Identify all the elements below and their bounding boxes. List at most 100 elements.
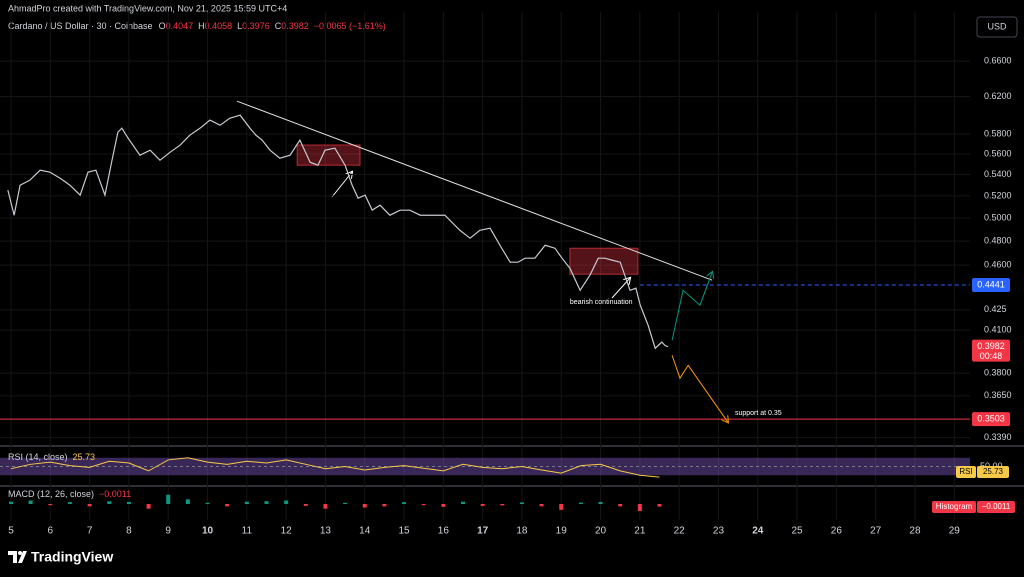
brand: TradingView <box>31 549 113 565</box>
currency[interactable]: USD <box>987 21 1007 31</box>
rsi-tick-label: 50.00 <box>980 461 1003 471</box>
histogram-bar <box>87 504 92 507</box>
y-tick-label: 0.3800 <box>984 367 1012 377</box>
x-tick-label: 17 <box>477 526 489 537</box>
y-tick-label: 0.3390 <box>984 432 1012 442</box>
x-tick-label: 6 <box>48 526 54 537</box>
x-tick-label: 7 <box>87 526 93 537</box>
x-tick-label: 26 <box>831 526 843 537</box>
x-tick-label: 20 <box>595 526 607 537</box>
symbol: Cardano / US Dollar · 30 · Coinbase <box>8 21 153 31</box>
rsi-line <box>10 457 660 478</box>
histogram-bar <box>166 494 171 504</box>
x-tick-label: 14 <box>359 526 371 537</box>
rsi-value-label: 25.73 <box>983 467 1004 476</box>
y-tick-label: 0.4600 <box>984 260 1012 270</box>
histogram-badge-label: Histogram <box>936 502 973 511</box>
x-tick-label: 27 <box>870 526 882 537</box>
ohlc-value: 0.3982 <box>281 21 309 31</box>
x-tick-label: 12 <box>281 526 293 537</box>
price-level-badge <box>972 278 1010 293</box>
histogram-bar <box>382 504 387 507</box>
ohlc-label: L <box>237 21 242 31</box>
macd-legend: MACD (12, 26, close) −0.0011 <box>8 489 131 499</box>
rsi-value: 25.73 <box>73 452 96 462</box>
ohlc-label: O <box>159 21 166 31</box>
trendline <box>236 100 713 281</box>
histogram-bar <box>362 504 367 508</box>
price-level-label: 0.4441 <box>977 279 1005 289</box>
histogram-bar <box>578 502 583 504</box>
y-tick-label: 0.425 <box>984 304 1007 314</box>
x-tick-label: 25 <box>792 526 804 537</box>
histogram-bar <box>107 501 112 504</box>
ohlc-label: C <box>275 21 282 31</box>
rsi-badge <box>956 466 976 478</box>
y-tick-label: 0.5800 <box>984 129 1012 139</box>
x-tick-label: 10 <box>202 526 214 537</box>
histogram-bar <box>480 504 485 506</box>
y-tick-label: 0.4800 <box>984 235 1012 245</box>
last-price-label: 0.3982 <box>977 341 1005 351</box>
change: −0.0065 (−1.61%) <box>314 21 386 31</box>
zone <box>569 247 639 275</box>
x-tick-label: 8 <box>126 526 132 537</box>
y-tick-label: 0.3650 <box>984 390 1012 400</box>
histogram-bar <box>48 504 53 506</box>
rsi-value-badge <box>977 466 1009 478</box>
histogram-bar <box>637 504 642 511</box>
x-tick-label: 13 <box>320 526 332 537</box>
countdown: 00:48 <box>980 351 1003 361</box>
rsi-title: RSI (14, close) <box>8 452 68 462</box>
histogram-bar <box>519 502 524 504</box>
histogram-bar <box>500 504 505 506</box>
y-tick-label: 0.5600 <box>984 148 1012 158</box>
x-tick-label: 18 <box>516 526 528 537</box>
y-tick-label: 0.5400 <box>984 169 1012 179</box>
last-price-badge <box>972 339 1010 362</box>
x-tick-label: 15 <box>398 526 410 537</box>
histogram-bar <box>126 501 131 504</box>
annotation: bearish continuation <box>570 299 633 306</box>
ohlc-value: 0.4047 <box>166 21 194 31</box>
x-tick-label: 22 <box>674 526 686 537</box>
histogram-bar <box>146 504 151 509</box>
histogram-badge <box>932 501 976 513</box>
x-tick-label: 16 <box>438 526 450 537</box>
histogram-bar <box>303 504 308 506</box>
y-tick-label: 0.4100 <box>984 325 1012 335</box>
attribution: AhmadPro created with TradingView.com, N… <box>8 3 287 13</box>
currency-button[interactable] <box>976 16 1018 38</box>
projection <box>671 355 728 422</box>
x-tick-label: 19 <box>556 526 568 537</box>
histogram-bar <box>441 504 446 507</box>
projection <box>671 272 712 341</box>
histogram-bar <box>539 504 544 507</box>
histogram-bar <box>421 504 426 506</box>
histogram-bar <box>618 504 623 507</box>
y-tick-label: 0.5200 <box>984 190 1012 200</box>
histogram-bar <box>9 501 14 504</box>
x-tick-label: 21 <box>634 526 646 537</box>
ohlc-value: 0.3976 <box>242 21 270 31</box>
ohlc-value: 0.4058 <box>205 21 233 31</box>
y-tick-label: 0.5000 <box>984 212 1012 222</box>
histogram-bar <box>205 502 210 504</box>
zone <box>296 144 361 166</box>
macd-value: −0.0011 <box>99 489 131 499</box>
rsi-badge-label: RSI <box>959 467 972 476</box>
x-tick-label: 24 <box>752 526 764 537</box>
rsi-legend: RSI (14, close) 25.73 <box>8 452 95 462</box>
histogram-bar <box>284 500 289 504</box>
histogram-bar <box>343 502 348 504</box>
histogram-bar <box>67 502 72 504</box>
histogram-bar <box>559 504 564 510</box>
macd-title: MACD (12, 26, close) <box>8 489 94 499</box>
histogram-bar <box>244 501 249 504</box>
x-tick-label: 11 <box>242 526 253 537</box>
brand-logo: TradingView <box>8 549 113 565</box>
histogram-value-label: −0.0011 <box>982 502 1011 511</box>
x-tick-label: 29 <box>949 526 961 537</box>
y-tick-label: 0.6200 <box>984 91 1012 101</box>
